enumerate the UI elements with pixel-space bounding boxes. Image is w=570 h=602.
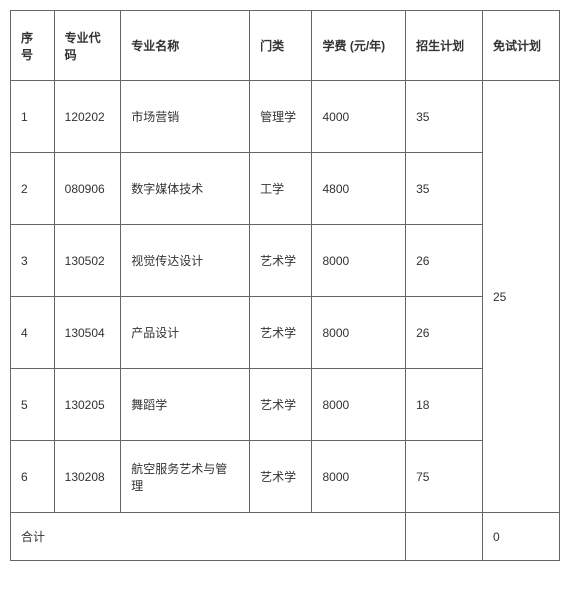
col-header-seq: 序号 [11,11,55,81]
col-header-category: 门类 [250,11,312,81]
col-header-code: 专业代码 [54,11,121,81]
cell-fee: 4800 [312,153,406,225]
col-header-exempt: 免试计划 [483,11,560,81]
cell-category: 艺术学 [250,369,312,441]
cell-plan: 26 [406,297,483,369]
cell-fee: 8000 [312,441,406,513]
table-row: 6 130208 航空服务艺术与管理 艺术学 8000 75 [11,441,560,513]
cell-seq: 6 [11,441,55,513]
cell-plan: 75 [406,441,483,513]
cell-category: 艺术学 [250,225,312,297]
table-row: 5 130205 舞蹈学 艺术学 8000 18 [11,369,560,441]
table-row: 2 080906 数字媒体技术 工学 4800 35 [11,153,560,225]
cell-name: 舞蹈学 [121,369,250,441]
cell-name: 市场营销 [121,81,250,153]
cell-code: 130208 [54,441,121,513]
majors-table: 序号 专业代码 专业名称 门类 学费 (元/年) 招生计划 免试计划 1 120… [10,10,560,561]
cell-name: 视觉传达设计 [121,225,250,297]
cell-category: 艺术学 [250,441,312,513]
cell-name: 产品设计 [121,297,250,369]
col-header-fee: 学费 (元/年) [312,11,406,81]
footer-exempt-total: 0 [483,513,560,561]
majors-table-container: 序号 专业代码 专业名称 门类 学费 (元/年) 招生计划 免试计划 1 120… [10,10,560,561]
table-header-row: 序号 专业代码 专业名称 门类 学费 (元/年) 招生计划 免试计划 [11,11,560,81]
cell-fee: 4000 [312,81,406,153]
table-row: 4 130504 产品设计 艺术学 8000 26 [11,297,560,369]
cell-seq: 1 [11,81,55,153]
table-row: 3 130502 视觉传达设计 艺术学 8000 26 [11,225,560,297]
cell-code: 130205 [54,369,121,441]
cell-code: 130502 [54,225,121,297]
cell-plan: 18 [406,369,483,441]
table-footer-row: 合计 0 [11,513,560,561]
cell-category: 工学 [250,153,312,225]
cell-plan: 35 [406,81,483,153]
cell-code: 080906 [54,153,121,225]
cell-seq: 5 [11,369,55,441]
cell-plan: 35 [406,153,483,225]
col-header-plan: 招生计划 [406,11,483,81]
col-header-name: 专业名称 [121,11,250,81]
cell-code: 130504 [54,297,121,369]
cell-name: 数字媒体技术 [121,153,250,225]
cell-name: 航空服务艺术与管理 [121,441,250,513]
cell-fee: 8000 [312,369,406,441]
cell-fee: 8000 [312,297,406,369]
cell-seq: 2 [11,153,55,225]
cell-seq: 4 [11,297,55,369]
footer-plan-total [406,513,483,561]
cell-fee: 8000 [312,225,406,297]
cell-code: 120202 [54,81,121,153]
cell-seq: 3 [11,225,55,297]
cell-exempt-merged: 25 [483,81,560,513]
footer-label: 合计 [11,513,406,561]
cell-category: 艺术学 [250,297,312,369]
cell-plan: 26 [406,225,483,297]
table-row: 1 120202 市场营销 管理学 4000 35 25 [11,81,560,153]
cell-category: 管理学 [250,81,312,153]
